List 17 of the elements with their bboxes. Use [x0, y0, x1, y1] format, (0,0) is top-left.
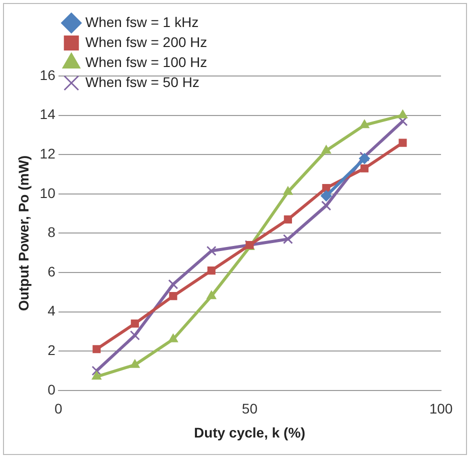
legend-label: When fsw = 1 kHz — [85, 14, 199, 30]
y-tick-label: 0 — [48, 381, 56, 398]
y-tick-label: 6 — [48, 263, 56, 280]
y-axis-title: Output Power, Po (mW) — [15, 155, 32, 311]
x-axis-title: Duty cycle, k (%) — [194, 424, 306, 440]
y-tick-label: 4 — [48, 302, 56, 319]
y-tick-label: 14 — [40, 106, 56, 122]
y-tick-label: 10 — [40, 184, 56, 201]
x-tick-label: 50 — [242, 400, 258, 417]
y-tick-label: 16 — [40, 66, 56, 83]
y-tick-label: 12 — [40, 145, 56, 162]
legend-label: When fsw = 50 Hz — [85, 74, 200, 90]
legend-label: When fsw = 200 Hz — [85, 34, 208, 50]
x-tick-label: 100 — [429, 400, 453, 417]
legend-label: When fsw = 100 Hz — [85, 54, 208, 70]
y-tick-label: 8 — [48, 224, 56, 240]
y-tick-label: 2 — [48, 342, 56, 358]
